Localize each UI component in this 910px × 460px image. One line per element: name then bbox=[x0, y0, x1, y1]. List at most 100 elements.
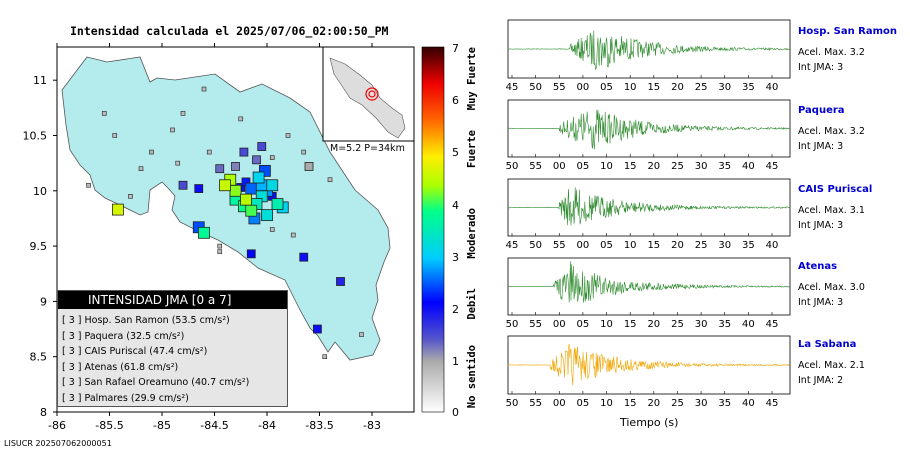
trace-x-tick-label: 20 bbox=[647, 161, 660, 172]
intensity-point bbox=[240, 193, 252, 206]
station-acel: Acel. Max. 3.1 bbox=[798, 205, 865, 216]
intensity-point bbox=[206, 149, 212, 155]
intensity-point bbox=[112, 203, 124, 216]
intensity-point bbox=[239, 147, 249, 157]
intensity-point bbox=[257, 142, 267, 151]
map-y-tick-label: 8 bbox=[40, 406, 47, 419]
trace-x-tick-label: 00 bbox=[553, 319, 566, 330]
trace-x-tick-label: 25 bbox=[671, 161, 684, 172]
trace-x-tick-label: 25 bbox=[671, 398, 684, 409]
station-info-4: Atenas Acel. Max. 3.0 Int JMA: 3 bbox=[798, 259, 865, 310]
intensity-point bbox=[327, 177, 333, 183]
trace-x-tick-label: 50 bbox=[506, 161, 519, 172]
trace-x-tick-label: 15 bbox=[624, 319, 637, 330]
colorbar-tick-5: 5 bbox=[452, 146, 459, 159]
colorbar-word-no-sentido: No sentido bbox=[466, 345, 478, 409]
intensity-point bbox=[258, 164, 271, 177]
trace-x-tick-label: 30 bbox=[695, 161, 708, 172]
intensity-point bbox=[178, 180, 188, 190]
trace-x-tick-label: 55 bbox=[529, 161, 542, 172]
intensity-point bbox=[198, 226, 210, 239]
intensity-point bbox=[299, 252, 309, 262]
trace-x-tick-label: 30 bbox=[695, 319, 708, 330]
colorbar-tick-0: 0 bbox=[452, 406, 459, 419]
intensity-point bbox=[231, 162, 240, 171]
footer-id: LISUCR 202507062000051 bbox=[4, 439, 112, 448]
station-int: Int JMA: 2 bbox=[798, 375, 844, 386]
trace-x-tick-label: 45 bbox=[506, 82, 519, 93]
map-x-tick-label: -85 bbox=[153, 419, 171, 432]
station-name: Hosp. San Ramon bbox=[798, 26, 898, 37]
trace-x-tick-label: 45 bbox=[766, 161, 779, 172]
seismogram-trace bbox=[507, 187, 790, 226]
trace-x-tick-label: 40 bbox=[766, 82, 779, 93]
legend-row: [ 3 ] Palmares (29.9 cm/s²) bbox=[62, 392, 189, 404]
station-acel: Acel. Max. 3.2 bbox=[798, 126, 865, 137]
trace-x-tick-label: 30 bbox=[695, 398, 708, 409]
epicenter-ring bbox=[365, 87, 379, 101]
trace-x-tick-label: 50 bbox=[506, 319, 519, 330]
trace-x-tick-label: 10 bbox=[600, 398, 613, 409]
trace-x-tick-label: 15 bbox=[647, 82, 660, 93]
intensity-point bbox=[252, 171, 265, 184]
intensity-point bbox=[285, 133, 291, 138]
legend-row: [ 3 ] Paquera (32.5 cm/s²) bbox=[62, 330, 185, 342]
trace-x-tick-label: 25 bbox=[671, 319, 684, 330]
colorbar-tick-6: 6 bbox=[452, 94, 459, 107]
map-y-tick-label: 9 bbox=[40, 295, 47, 308]
trace-x-tick-label: 55 bbox=[529, 319, 542, 330]
map-y-tick-label: 11 bbox=[33, 74, 47, 87]
trace-x-tick-label: 00 bbox=[577, 240, 590, 251]
trace-x-tick-label: 10 bbox=[600, 319, 613, 330]
map-axis-ticks: -86 -85.5 -85 -84.5 -84 -83.5 -83 11 10.5 10 9.5 9 8… bbox=[23, 43, 381, 432]
colorbar-tick-2: 2 bbox=[452, 303, 459, 316]
colorbar-tick-7: 7 bbox=[452, 42, 459, 55]
station-name: Paquera bbox=[798, 105, 845, 116]
intensity-point bbox=[180, 111, 186, 116]
intensity-point bbox=[266, 179, 279, 192]
station-int: Int JMA: 3 bbox=[798, 220, 844, 231]
seismogram-panel: 50 55 00 05 10 15 20 25 30 35 40 45 bbox=[506, 99, 791, 172]
trace-x-tick-label: 45 bbox=[766, 398, 779, 409]
station-info-2: Paquera Acel. Max. 3.2 Int JMA: 3 bbox=[798, 103, 865, 154]
intensity-point bbox=[301, 149, 307, 155]
trace-x-tick-label: 00 bbox=[553, 398, 566, 409]
trace-x-tick-label: 50 bbox=[529, 240, 542, 251]
intensity-point bbox=[219, 179, 231, 192]
intensity-point bbox=[238, 116, 244, 122]
trace-x-tick-label: 40 bbox=[742, 319, 755, 330]
intensity-point bbox=[215, 164, 225, 174]
intensity-point bbox=[101, 111, 107, 116]
map-x-tick-label: -84 bbox=[258, 419, 276, 432]
intensity-point bbox=[217, 243, 223, 249]
intensity-point bbox=[269, 227, 275, 232]
trace-x-tick-label: 15 bbox=[624, 398, 637, 409]
station-info-1: Hosp. San Ramon Acel. Max. 3.2 Int JMA: … bbox=[798, 24, 897, 75]
trace-x-tick-label: 40 bbox=[742, 398, 755, 409]
trace-x-tick-label: 35 bbox=[718, 398, 731, 409]
trace-x-tick-label: 35 bbox=[718, 319, 731, 330]
legend-header: INTENSIDAD JMA [0 a 7] bbox=[58, 291, 287, 309]
trace-x-tick-label: 30 bbox=[718, 82, 731, 93]
intensity-legend: INTENSIDAD JMA [0 a 7] [ 3 ] Hosp. San R… bbox=[57, 290, 288, 407]
trace-x-tick-label: 20 bbox=[671, 82, 684, 93]
station-int: Int JMA: 3 bbox=[798, 141, 844, 152]
seismogram-panel: 50 55 00 05 10 15 20 25 30 35 40 45 bbox=[506, 335, 791, 409]
intensity-point bbox=[128, 194, 133, 199]
map-y-tick-label: 10.5 bbox=[23, 129, 48, 142]
trace-x-tick-label: 25 bbox=[695, 82, 708, 93]
intensity-point bbox=[304, 162, 314, 171]
colorbar-tick-4: 4 bbox=[452, 199, 459, 212]
intensity-point bbox=[194, 184, 204, 193]
legend-row: [ 3 ] San Rafael Oreamuno (40.7 cm/s²) bbox=[62, 377, 250, 388]
colorbar-tick-3: 3 bbox=[452, 251, 459, 264]
trace-frame bbox=[507, 335, 791, 395]
station-name: CAIS Puriscal bbox=[798, 184, 873, 195]
map-x-tick-label: -83 bbox=[363, 419, 381, 432]
trace-x-tick-label: 05 bbox=[577, 319, 590, 330]
colorbar-word-fuerte: Fuerte bbox=[466, 130, 478, 168]
trace-x-tick-label: 45 bbox=[506, 240, 519, 251]
trace-x-tick-label: 20 bbox=[647, 398, 660, 409]
station-acel: Acel. Max. 2.1 bbox=[798, 360, 865, 371]
